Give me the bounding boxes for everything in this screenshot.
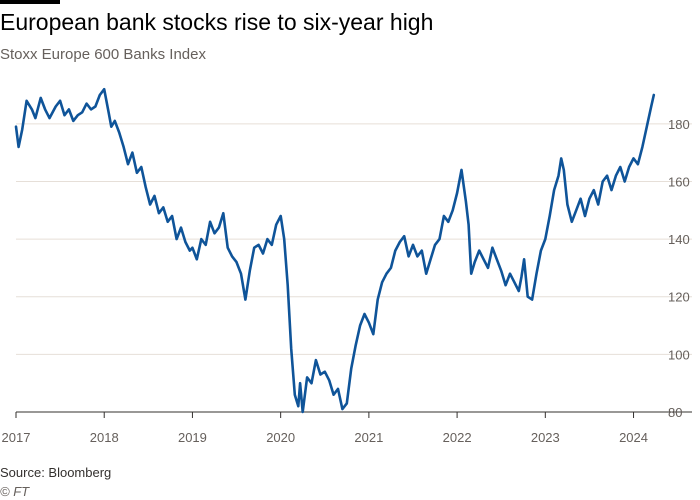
y-tick-label-160: 160 xyxy=(668,174,690,189)
x-tick-label-2017: 2017 xyxy=(2,430,31,445)
x-tick-label-2021: 2021 xyxy=(354,430,383,445)
y-tick-label-100: 100 xyxy=(668,347,690,362)
chart-subtitle: Stoxx Europe 600 Banks Index xyxy=(0,46,206,63)
y-tick-label-80: 80 xyxy=(668,405,682,420)
x-tick-label-2018: 2018 xyxy=(90,430,119,445)
y-tick-label-180: 180 xyxy=(668,117,690,132)
y-axis-labels: 80 100 120 140 160 180 xyxy=(668,117,690,420)
credit-note: © FT xyxy=(0,484,30,499)
y-tick-label-140: 140 xyxy=(668,232,690,247)
gridlines xyxy=(16,123,692,355)
x-axis xyxy=(15,411,692,418)
x-tick-label-2024: 2024 xyxy=(619,430,648,445)
x-tick-label-2020: 2020 xyxy=(266,430,295,445)
chart-title: European bank stocks rise to six-year hi… xyxy=(0,9,434,35)
x-tick-label-2023: 2023 xyxy=(531,430,560,445)
brand-rule xyxy=(0,0,60,4)
x-axis-labels: 2017 2018 2019 2020 2021 2022 2023 2024 xyxy=(2,430,648,445)
y-tick-label-120: 120 xyxy=(668,290,690,305)
source-note: Source: Bloomberg xyxy=(0,465,112,480)
x-tick-label-2022: 2022 xyxy=(443,430,472,445)
x-tick-label-2019: 2019 xyxy=(178,430,207,445)
series-line-0 xyxy=(14,87,656,414)
series-layer xyxy=(14,87,656,414)
